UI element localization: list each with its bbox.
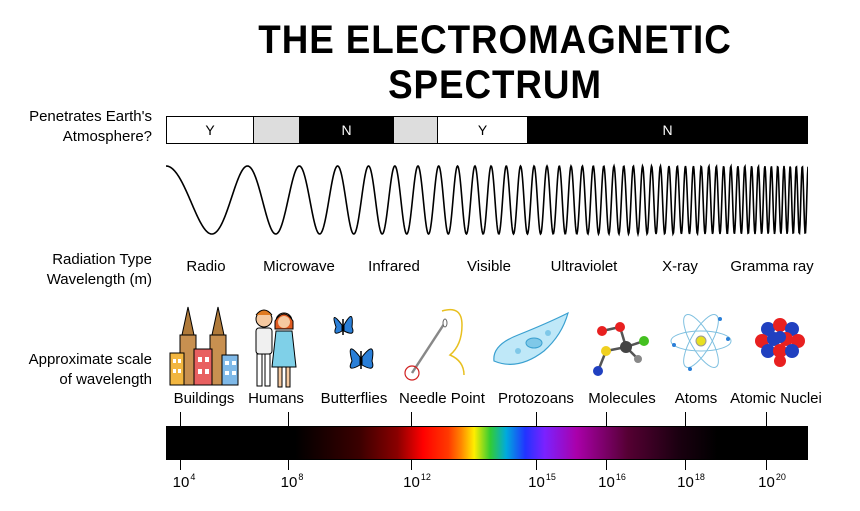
tick-mark: [606, 460, 607, 470]
connector-line: [180, 412, 181, 426]
tick-label: 1020: [758, 472, 786, 491]
wave-line: [166, 163, 808, 238]
scale-object-label: Atoms: [674, 390, 718, 407]
atmosphere-segment: [254, 117, 300, 143]
atmosphere-segment: [394, 117, 438, 143]
tick-mark: [288, 460, 289, 470]
scale-object-label: Molecules: [588, 390, 656, 407]
radiation-type-label: Infrared: [368, 258, 420, 275]
tick-label: 104: [172, 472, 196, 491]
scale-object-label: Butterflies: [320, 390, 388, 407]
molecules-icon: [593, 322, 649, 376]
connector-line: [536, 412, 537, 426]
scale-object-label: Humans: [248, 390, 304, 407]
scale-object-label: Needle Point: [399, 390, 485, 407]
butterflies-icon: [333, 316, 374, 369]
tick-label: 1012: [403, 472, 431, 491]
atoms-icon: [670, 314, 732, 371]
buildings-icon: [169, 306, 239, 386]
radiation-label-line2: Wavelength (m): [46, 271, 152, 288]
tick-mark: [180, 460, 181, 470]
atmosphere-segment: N: [528, 117, 807, 143]
scale-label-line2: of wavelength: [59, 371, 152, 388]
penetrates-label-line1: Penetrates Earth's: [29, 108, 152, 125]
radiation-type-label: Visible: [467, 258, 511, 275]
connector-line: [685, 412, 686, 426]
scale-object-label: Protozoans: [498, 390, 574, 407]
radiation-type-label: X-ray: [662, 258, 698, 275]
radiation-type-label: Microwave: [263, 258, 335, 275]
page-title: THE ELECTROMAGNETIC SPECTRUM: [258, 18, 732, 107]
scale-object-label: Atomic Nuclei: [730, 390, 822, 407]
penetrates-label-line2: Atmosphere?: [62, 128, 152, 145]
tick-label: 1018: [677, 472, 705, 491]
connector-line: [606, 412, 607, 426]
radiation-label: Radiation Type Wavelength (m): [20, 250, 152, 290]
radiation-label-line1: Radiation Type: [52, 251, 152, 268]
wave-diagram: [166, 163, 808, 238]
protozoans-icon: [493, 311, 569, 365]
scale-label-line1: Approximate scale: [28, 351, 152, 368]
tick-mark: [536, 460, 537, 470]
connector-line: [411, 412, 412, 426]
connector-line: [766, 412, 767, 426]
tick-mark: [685, 460, 686, 470]
tick-mark: [411, 460, 412, 470]
scale-object-label: Buildings: [173, 390, 235, 407]
tick-label: 1016: [598, 472, 626, 491]
tick-mark: [766, 460, 767, 470]
spectrum-bar: [166, 426, 808, 460]
penetrates-label: Penetrates Earth's Atmosphere?: [20, 107, 152, 147]
atmosphere-segment: Y: [438, 117, 528, 143]
atmosphere-segment: N: [300, 117, 394, 143]
humans-icon: [255, 309, 297, 388]
atomic-nuclei-icon: [755, 318, 805, 367]
atmosphere-segment: Y: [167, 117, 254, 143]
atmosphere-bar: Y N Y N: [166, 116, 808, 144]
tick-label: 1015: [528, 472, 556, 491]
scale-label: Approximate scale of wavelength: [20, 350, 152, 390]
radiation-type-label: Gramma ray: [730, 258, 814, 275]
connector-line: [288, 412, 289, 426]
radiation-type-label: Ultraviolet: [550, 258, 618, 275]
tick-label: 108: [280, 472, 304, 491]
radiation-type-label: Radio: [186, 258, 226, 275]
needle-point-icon: [404, 308, 465, 381]
